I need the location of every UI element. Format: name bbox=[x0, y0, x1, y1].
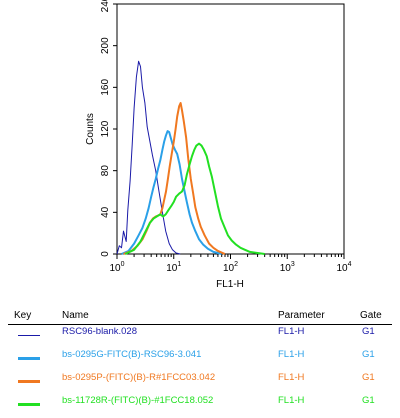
series-line-2 bbox=[121, 130, 222, 255]
legend-row: bs-0295G-FITC(B)-RSC96-3.041 FL1-H G1 bbox=[0, 349, 400, 369]
series-line-1 bbox=[116, 60, 181, 255]
legend-divider bbox=[8, 324, 392, 325]
legend-parameter: FL1-H bbox=[278, 326, 305, 337]
x-tick-label: 103 bbox=[280, 261, 295, 274]
x-axis-title: FL1-H bbox=[216, 279, 244, 290]
x-tick-label: 101 bbox=[166, 261, 181, 274]
legend-gate: G1 bbox=[362, 326, 375, 337]
legend-parameter: FL1-H bbox=[278, 395, 305, 406]
legend-name: bs-0295P-(FITC)(B)-R#1FCC03.042 bbox=[62, 372, 216, 383]
legend-name: RSC96-blank.028 bbox=[62, 326, 137, 337]
legend-row: bs-11728R-(FITC)(B)-#1FCC18.052 FL1-H G1 bbox=[0, 395, 400, 415]
legend-gate: G1 bbox=[362, 395, 375, 406]
legend-gate: G1 bbox=[362, 372, 375, 383]
legend-header-parameter: Parameter bbox=[278, 310, 325, 321]
x-tick-label: 102 bbox=[223, 261, 238, 274]
legend-parameter: FL1-H bbox=[278, 372, 305, 383]
plot-frame bbox=[116, 3, 345, 255]
legend-swatch bbox=[18, 403, 40, 406]
legend-swatch bbox=[18, 335, 40, 336]
y-tick-label: 160 bbox=[100, 79, 111, 96]
legend-row: bs-0295P-(FITC)(B)-R#1FCC03.042 FL1-H G1 bbox=[0, 372, 400, 392]
series-line-3 bbox=[123, 102, 226, 255]
y-tick-label: 200 bbox=[100, 37, 111, 54]
y-axis-title: Counts bbox=[85, 113, 96, 145]
y-tick-label: 40 bbox=[100, 206, 111, 218]
legend-name: bs-11728R-(FITC)(B)-#1FCC18.052 bbox=[62, 395, 214, 406]
legend-name: bs-0295G-FITC(B)-RSC96-3.041 bbox=[62, 349, 202, 360]
y-tick-label: 80 bbox=[100, 165, 111, 177]
legend-row: RSC96-blank.028 FL1-H G1 bbox=[0, 326, 400, 346]
legend-gate: G1 bbox=[362, 349, 375, 360]
x-axis: 100 101 102 103 104 bbox=[109, 254, 352, 274]
x-tick-label: 100 bbox=[109, 261, 124, 274]
legend-swatch bbox=[18, 357, 40, 360]
x-tick-label: 104 bbox=[336, 261, 351, 274]
y-tick-label: 120 bbox=[100, 120, 111, 137]
series-line-4 bbox=[124, 142, 265, 255]
legend-header-gate: Gate bbox=[360, 310, 382, 321]
series-layer bbox=[116, 60, 265, 255]
y-axis: 0 40 80 120 160 200 240 bbox=[100, 0, 117, 257]
histogram-chart: 0 40 80 120 160 200 240 100 101 102 103 104 Counts… bbox=[85, 0, 352, 290]
legend-parameter: FL1-H bbox=[278, 349, 305, 360]
legend-swatch bbox=[18, 380, 40, 383]
y-tick-label: 240 bbox=[100, 0, 111, 12]
legend-header-key: Key bbox=[14, 310, 32, 321]
y-tick-label: 0 bbox=[100, 251, 111, 257]
legend-header-name: Name bbox=[62, 310, 89, 321]
